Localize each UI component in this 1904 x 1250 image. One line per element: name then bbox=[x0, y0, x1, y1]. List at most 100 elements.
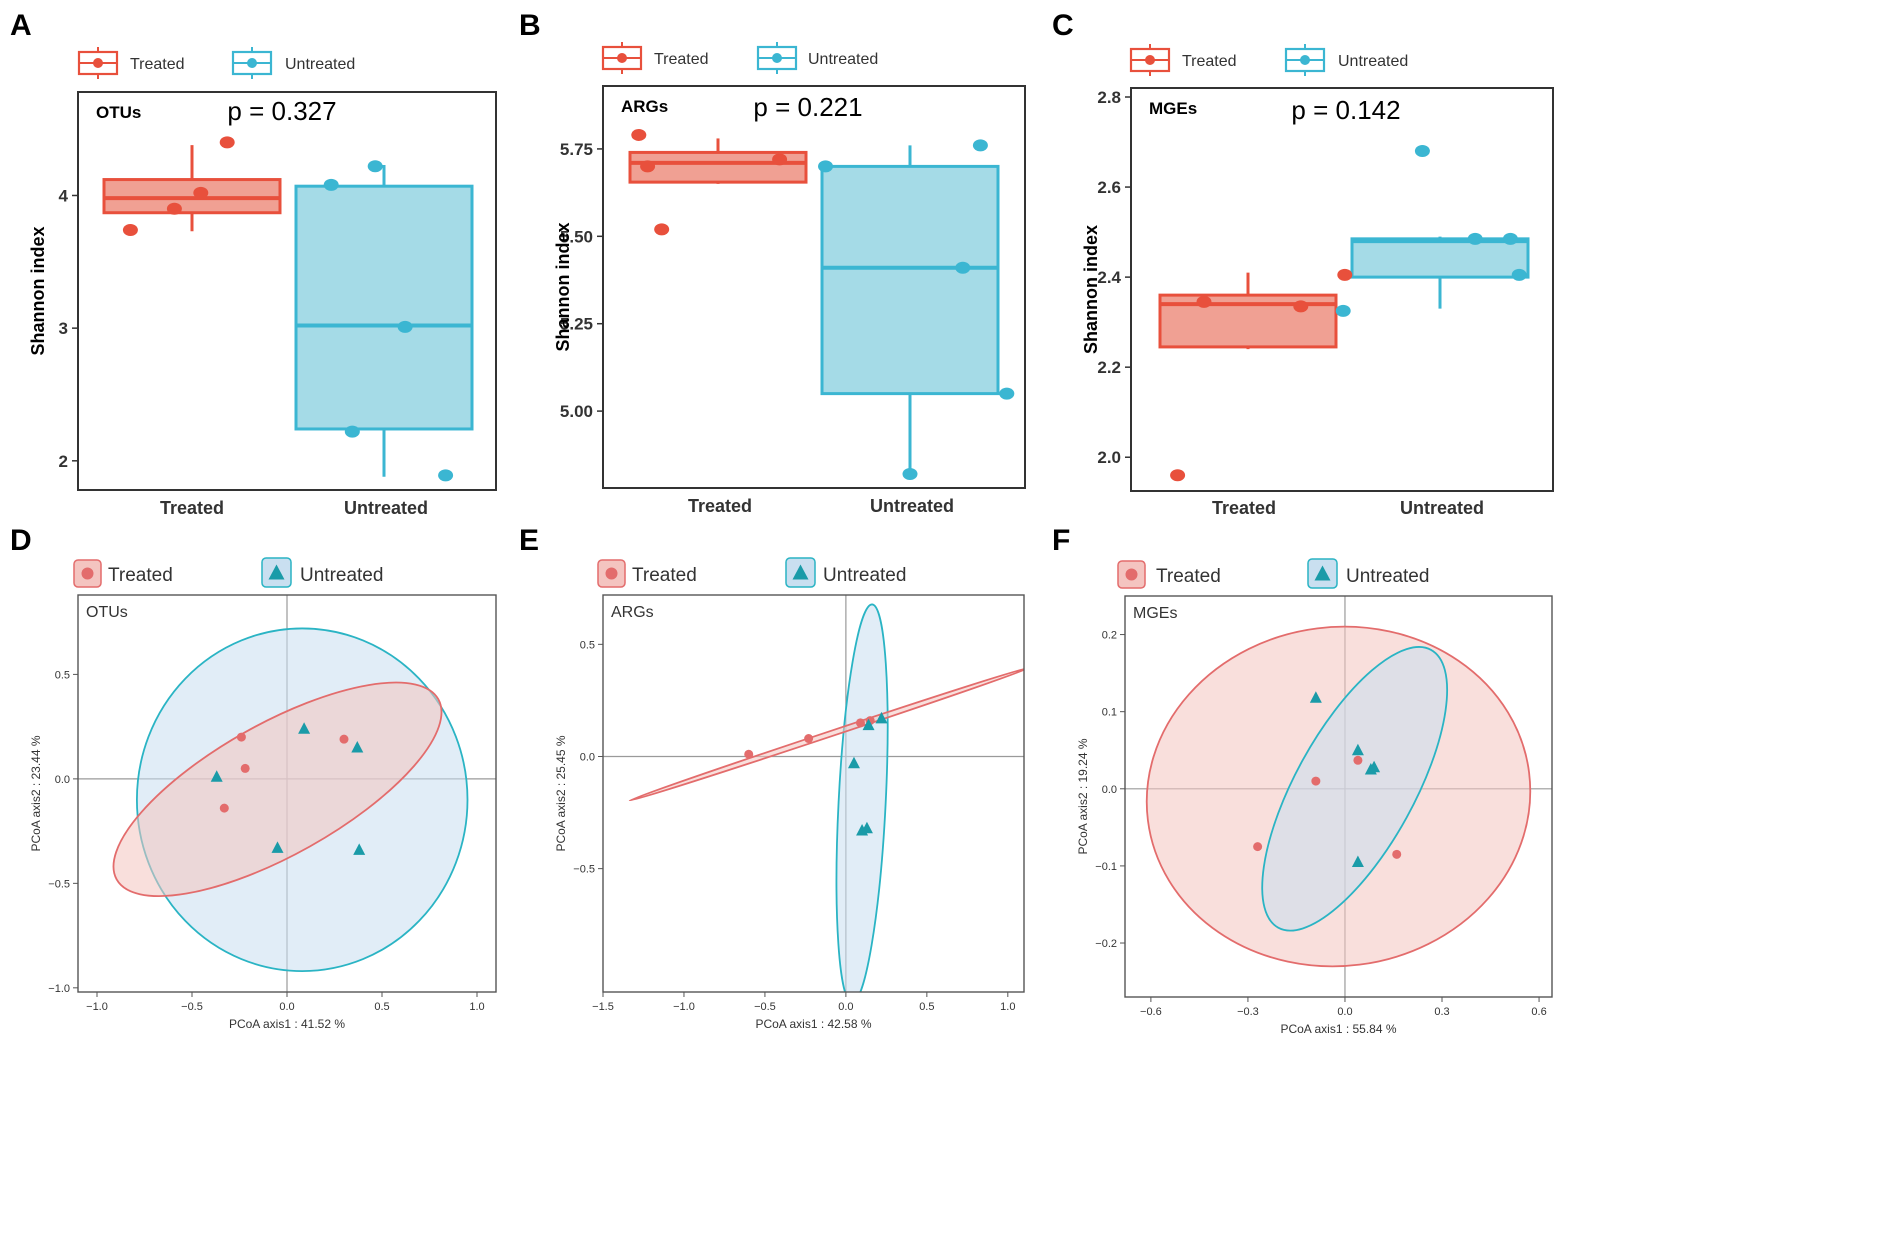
legend: Treated Untreated bbox=[1117, 558, 1429, 589]
y-tick-label: 5.50 bbox=[560, 227, 593, 246]
data-point bbox=[999, 387, 1015, 400]
box-body bbox=[1350, 237, 1530, 279]
box-body bbox=[820, 164, 1000, 396]
ellipse-treated bbox=[112, 681, 443, 898]
data-point bbox=[344, 425, 360, 438]
y-tick-label: 5.00 bbox=[560, 402, 593, 421]
legend-item-treated: Treated bbox=[1129, 44, 1237, 76]
legend-triangle bbox=[1314, 565, 1331, 581]
plot-area bbox=[78, 595, 496, 992]
point-untreated bbox=[353, 843, 366, 855]
point-treated bbox=[236, 732, 246, 742]
p-value: p = 0.221 bbox=[753, 92, 862, 122]
point-untreated bbox=[1368, 760, 1381, 773]
data-point bbox=[1467, 232, 1483, 245]
data-point bbox=[1170, 469, 1186, 482]
data-point bbox=[1337, 268, 1353, 281]
ellipse-untreated bbox=[835, 603, 889, 992]
x-tick-label: 0.3 bbox=[1434, 1006, 1449, 1018]
point-untreated bbox=[271, 841, 284, 853]
y-tick-label: 5.25 bbox=[560, 315, 593, 334]
plot-area bbox=[1125, 596, 1552, 997]
point-untreated bbox=[862, 718, 875, 731]
panel-letter: F bbox=[1052, 524, 1070, 557]
legend-item-treated: Treated bbox=[597, 559, 697, 588]
data-point bbox=[1293, 300, 1309, 313]
data-point bbox=[1511, 268, 1527, 281]
legend-label: Treated bbox=[1182, 53, 1237, 70]
point-treated bbox=[1353, 755, 1363, 765]
legend-item-treated: Treated bbox=[1117, 560, 1221, 589]
data-point bbox=[640, 160, 656, 173]
point-treated bbox=[219, 803, 229, 813]
data-type-label: ARGs bbox=[621, 97, 668, 116]
p-value: p = 0.327 bbox=[227, 96, 336, 126]
legend-dot bbox=[772, 53, 782, 63]
box-treated bbox=[102, 145, 282, 232]
ellipse-untreated bbox=[1261, 646, 1449, 932]
point-treated bbox=[1392, 849, 1402, 859]
point-treated bbox=[1311, 776, 1321, 786]
legend-dot bbox=[81, 567, 94, 580]
p-value: p = 0.142 bbox=[1291, 95, 1400, 125]
y-tick-label: 2.0 bbox=[1097, 448, 1121, 467]
data-point bbox=[772, 153, 788, 166]
point-treated bbox=[240, 763, 250, 773]
x-tick-label: −1.0 bbox=[86, 1001, 108, 1013]
y-tick-label: 0.2 bbox=[1102, 630, 1117, 642]
x-tick-label: 0.0 bbox=[838, 1001, 853, 1013]
y-tick-label: 4 bbox=[59, 186, 69, 205]
data-type-label: MGEs bbox=[1149, 99, 1197, 118]
data-point bbox=[1196, 295, 1212, 308]
x-axis-title: PCoA axis1 : 42.58 % bbox=[755, 1017, 871, 1031]
plot-frame bbox=[77, 91, 497, 491]
legend-item-untreated: Untreated bbox=[1307, 558, 1429, 589]
legend-item-treated: Treated bbox=[77, 47, 185, 79]
x-tick-label: 1.0 bbox=[1000, 1001, 1015, 1013]
legend-label: Treated bbox=[654, 51, 709, 68]
panel-d: D Treated Untreated −1.0 −0.5 0.0 0.5 1.0 −1.0 −0… bbox=[10, 524, 497, 1031]
panel-letter: C bbox=[1052, 9, 1074, 42]
data-point bbox=[219, 136, 235, 149]
y-tick-label: −0.2 bbox=[1095, 938, 1117, 950]
point-untreated bbox=[875, 711, 888, 724]
point-treated bbox=[804, 734, 814, 744]
box-untreated bbox=[1350, 236, 1530, 309]
y-axis-title: Shannon index bbox=[1081, 225, 1101, 354]
data-type-label: MGEs bbox=[1133, 605, 1177, 622]
x-axis-title: PCoA axis1 : 55.84 % bbox=[1280, 1022, 1396, 1036]
data-point bbox=[397, 320, 413, 333]
legend-dot bbox=[605, 567, 618, 580]
data-type-label: OTUs bbox=[96, 103, 141, 122]
box-body bbox=[294, 184, 474, 431]
legend-dot bbox=[247, 58, 257, 68]
x-tick-label: 1.0 bbox=[469, 1001, 484, 1013]
legend-dot bbox=[1145, 55, 1155, 65]
y-axis-title: PCoA axis2 : 23.44 % bbox=[29, 735, 43, 851]
x-category-label: Untreated bbox=[1400, 498, 1484, 518]
legend-item-treated: Treated bbox=[601, 42, 709, 74]
y-tick-label: 5.75 bbox=[560, 140, 593, 159]
legend-label: Untreated bbox=[1338, 53, 1408, 70]
x-category-label: Treated bbox=[688, 496, 752, 516]
data-point bbox=[631, 128, 647, 141]
point-untreated bbox=[1351, 855, 1364, 868]
data-point bbox=[1335, 304, 1351, 317]
x-tick-label: 0.6 bbox=[1531, 1006, 1546, 1018]
data-point bbox=[193, 186, 209, 199]
y-tick-label: −0.1 bbox=[1095, 861, 1117, 873]
plot-frame bbox=[1130, 87, 1554, 492]
panel-c: C Treated Untreated 2.0 2.2 2.4 2.6 2.8 Shannon … bbox=[1052, 9, 1554, 518]
legend-label: Treated bbox=[1156, 566, 1221, 587]
y-tick-label: 2.8 bbox=[1097, 88, 1121, 107]
legend-item-treated: Treated bbox=[73, 559, 173, 588]
data-point bbox=[1414, 145, 1430, 158]
x-tick-label: 0.5 bbox=[919, 1001, 934, 1013]
legend: Treated Untreated bbox=[597, 557, 906, 588]
legend-dot bbox=[93, 58, 103, 68]
plot-frame bbox=[1124, 595, 1553, 998]
legend-label: Treated bbox=[108, 565, 173, 586]
x-tick-label: −0.5 bbox=[754, 1001, 776, 1013]
y-tick-label: 0.0 bbox=[1102, 784, 1117, 796]
